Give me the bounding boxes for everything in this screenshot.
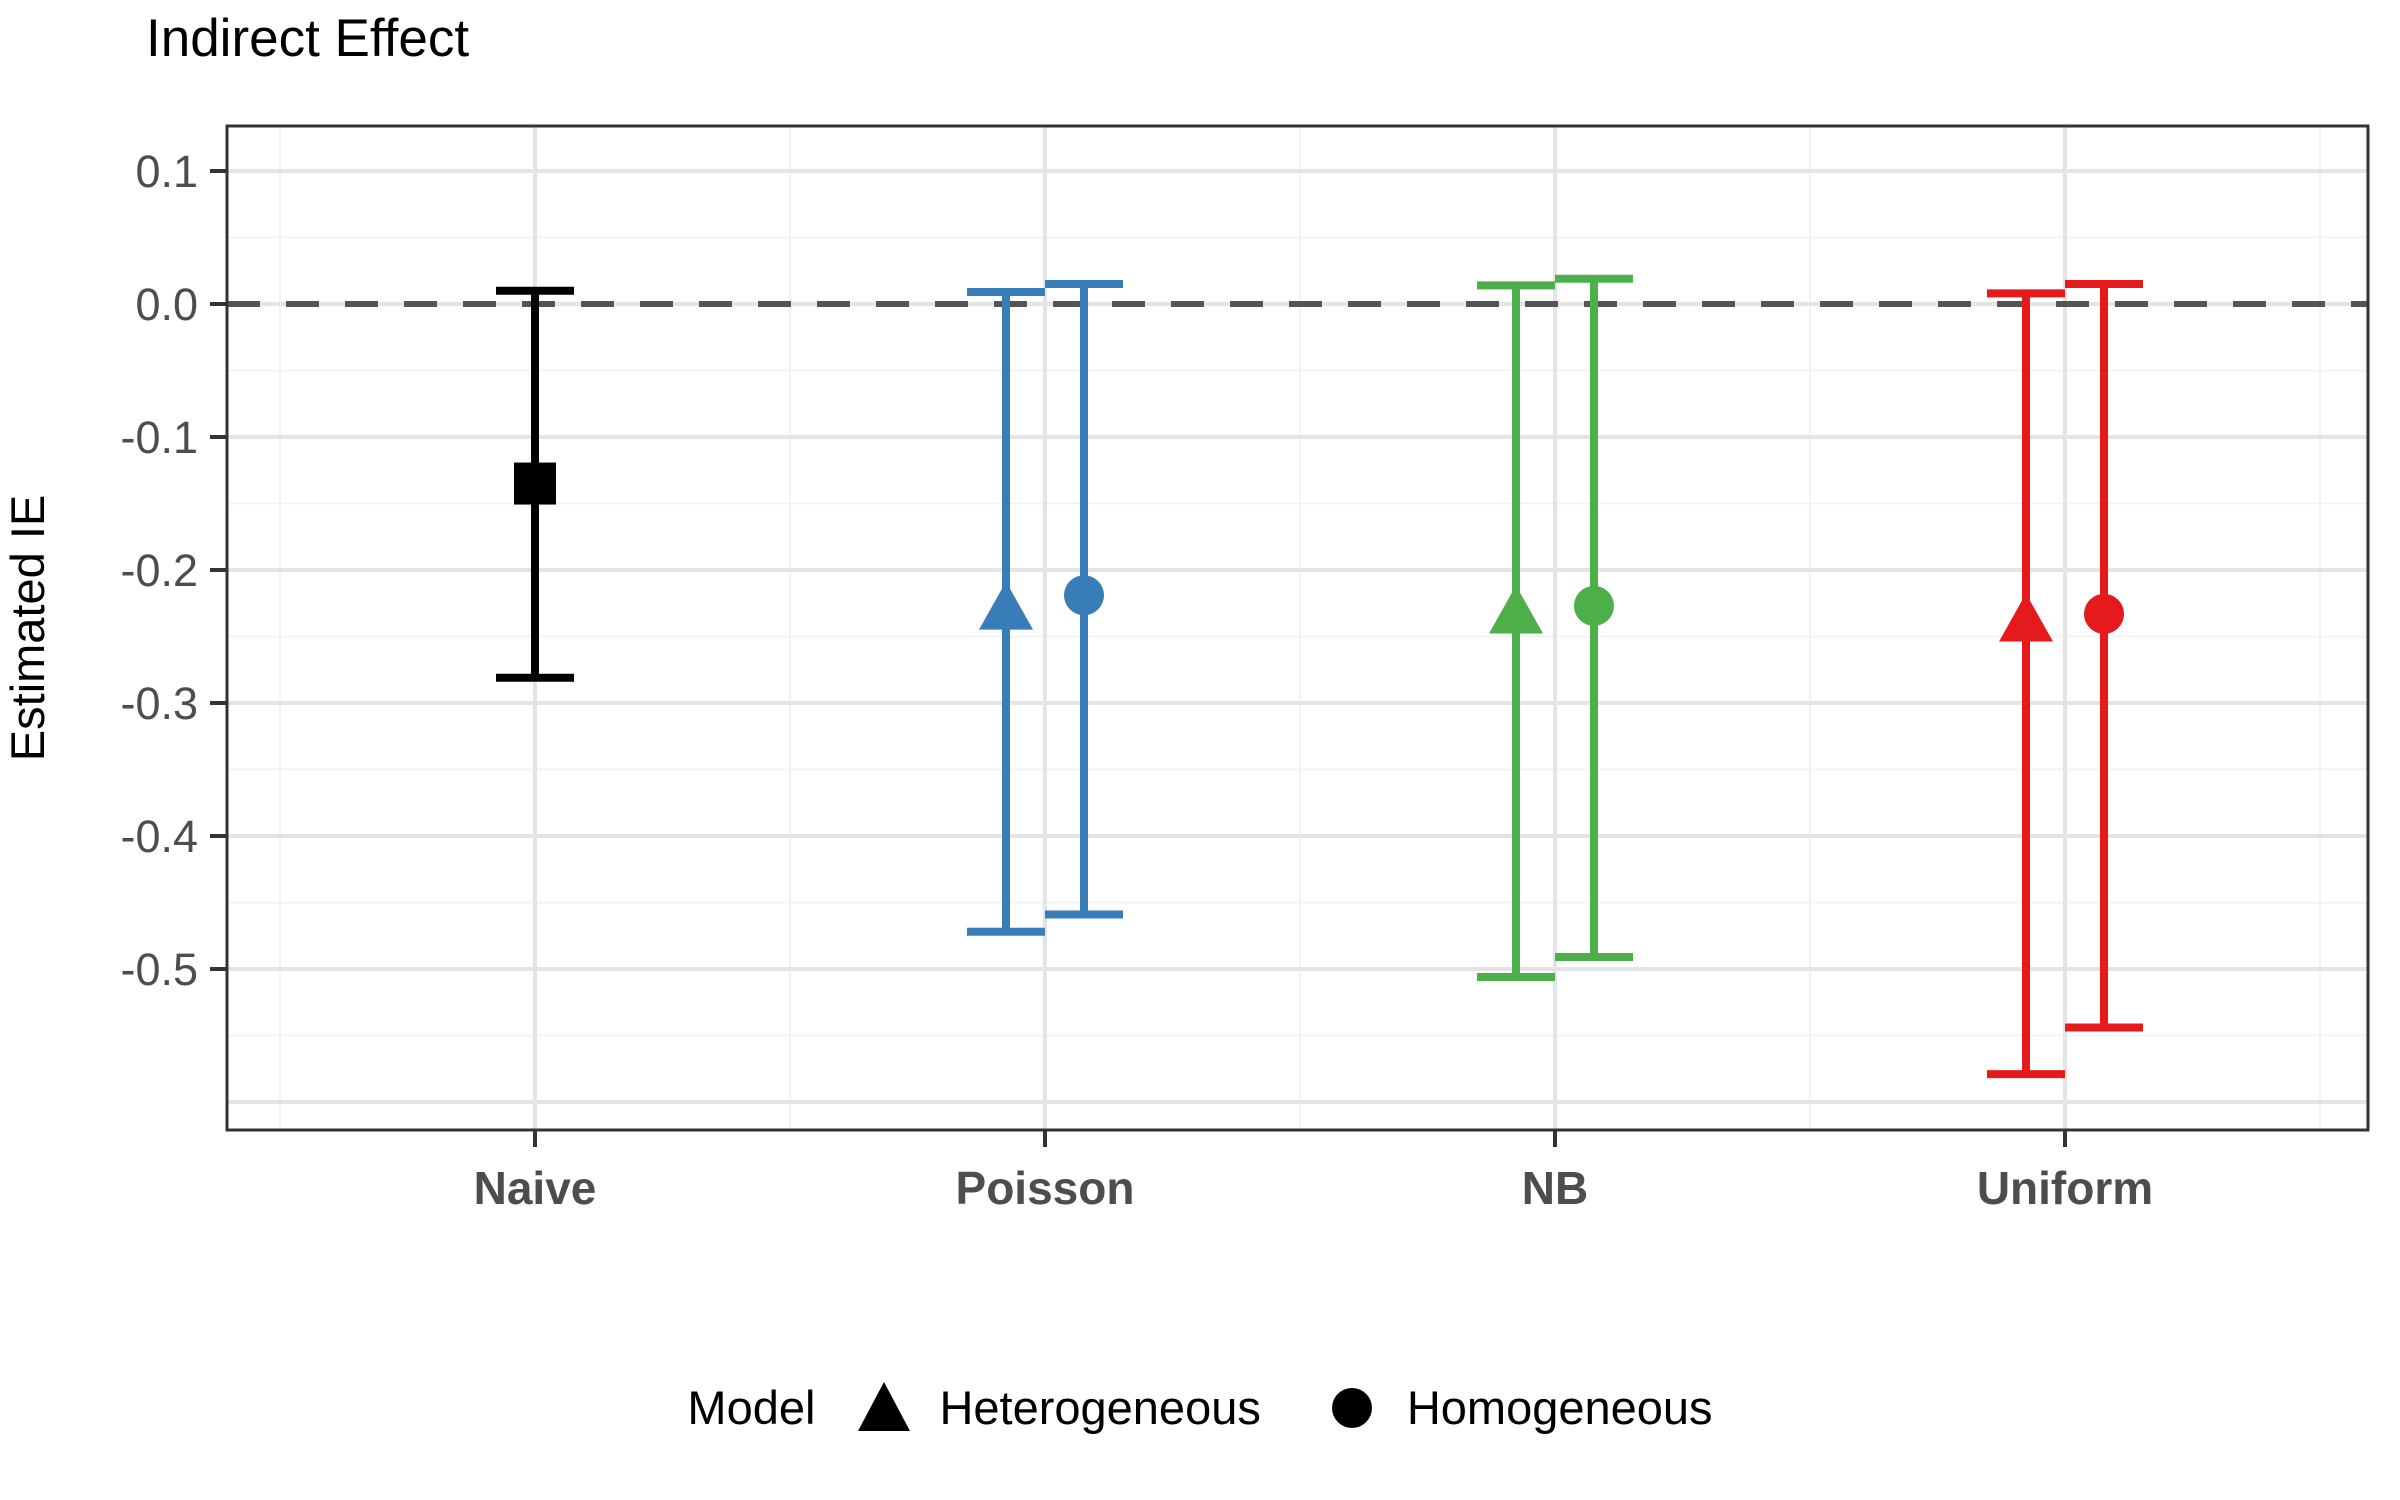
- legend: Model Heterogeneous Homogeneous: [0, 1362, 2400, 1452]
- chart-area: 0.1 0.0 -0.1 -0.2 -0.3 -0.4 -0.5 Naive Poisson NB…: [1, 124, 2370, 1214]
- marker-square-naive-naive: [514, 462, 556, 505]
- marker-circle-poisson-homogeneous: [1064, 575, 1104, 616]
- x-tick-label: Naive: [474, 1162, 597, 1214]
- marker-circle-nb-homogeneous: [1574, 585, 1614, 626]
- panel-border: [225, 124, 2370, 1132]
- marker-circle-uniform-homogeneous: [2084, 593, 2124, 634]
- x-tick-label: Poisson: [956, 1162, 1135, 1214]
- y-tick-label: 0.1: [135, 146, 198, 197]
- y-tick-label: -0.1: [120, 412, 198, 463]
- y-tick-label: -0.5: [120, 944, 198, 995]
- x-tick-label: Uniform: [1977, 1162, 2153, 1214]
- plot-title: Indirect Effect: [146, 9, 470, 68]
- y-tick-label: -0.3: [120, 678, 198, 729]
- y-axis-title: Estimated IE: [1, 495, 54, 761]
- marker-triangle-poisson-heterogeneous: [979, 581, 1033, 630]
- legend-title: Model: [687, 1380, 816, 1434]
- chart-svg: 0.1 0.0 -0.1 -0.2 -0.3 -0.4 -0.5 Naive Poisson NB…: [1, 124, 2370, 1214]
- y-tick-label: -0.4: [120, 811, 198, 862]
- y-tick-label: -0.2: [120, 545, 198, 596]
- triangle-icon: [858, 1382, 911, 1431]
- legend-item-label: Homogeneous: [1406, 1380, 1713, 1434]
- x-tick-label: NB: [1522, 1162, 1588, 1214]
- legend-item-homogeneous: Homogeneous: [1323, 1378, 1713, 1436]
- legend-item-label: Heterogeneous: [939, 1380, 1261, 1434]
- marker-triangle-uniform-heterogeneous: [1999, 593, 2053, 642]
- marker-triangle-nb-heterogeneous: [1489, 585, 1543, 634]
- circle-icon: [1331, 1388, 1372, 1428]
- y-tick-label: 0.0: [135, 279, 198, 330]
- legend-item-heterogeneous: Heterogeneous: [855, 1378, 1261, 1436]
